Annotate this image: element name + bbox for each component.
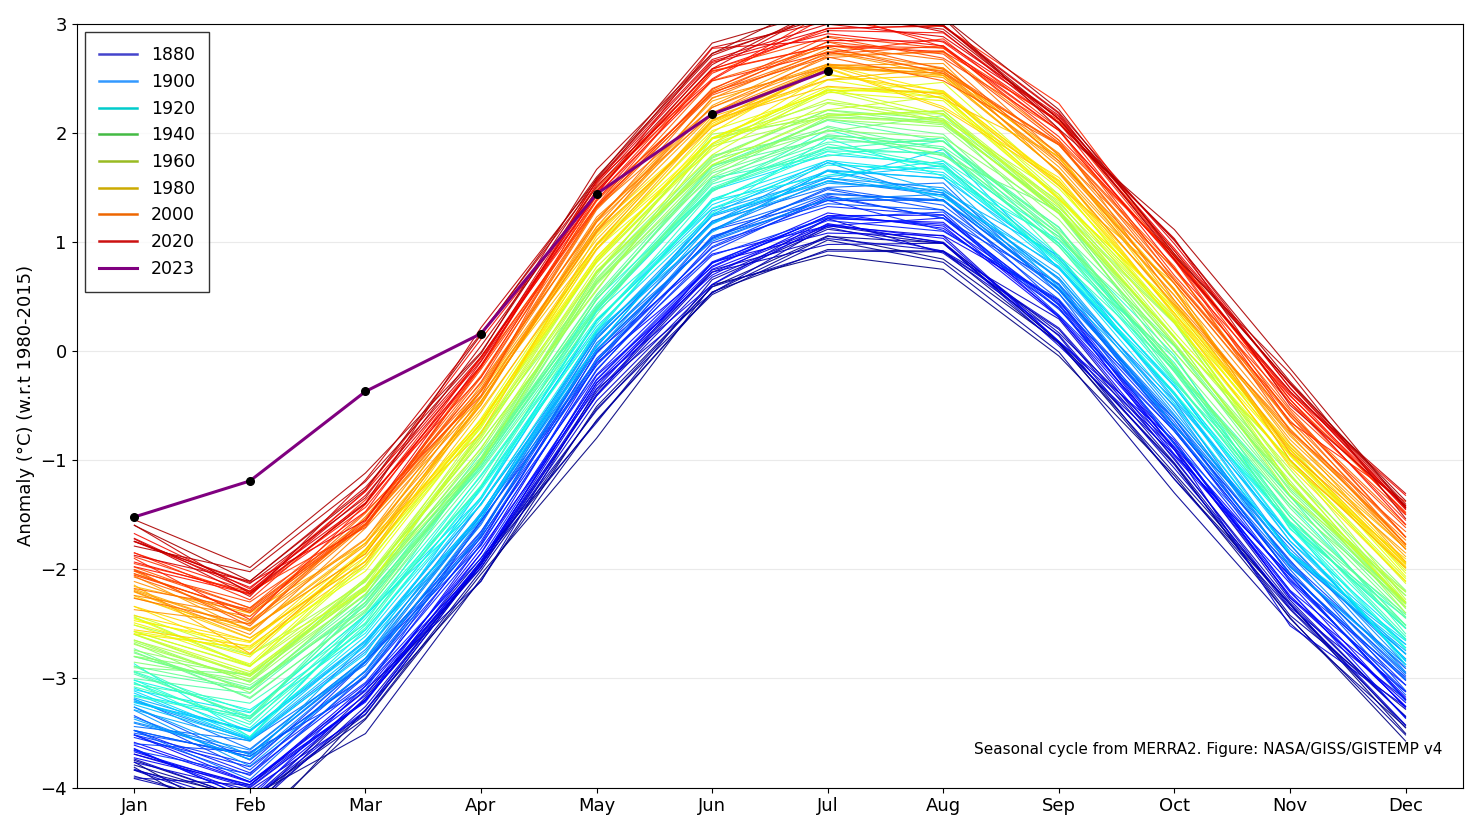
Y-axis label: Anomaly (°C) (w.r.t 1980-2015): Anomaly (°C) (w.r.t 1980-2015) xyxy=(16,265,34,546)
Text: Seasonal cycle from MERRA2. Figure: NASA/GISS/GISTEMP v4: Seasonal cycle from MERRA2. Figure: NASA… xyxy=(974,742,1443,757)
Legend: 1880, 1900, 1920, 1940, 1960, 1980, 2000, 2020, 2023: 1880, 1900, 1920, 1940, 1960, 1980, 2000… xyxy=(86,32,209,291)
